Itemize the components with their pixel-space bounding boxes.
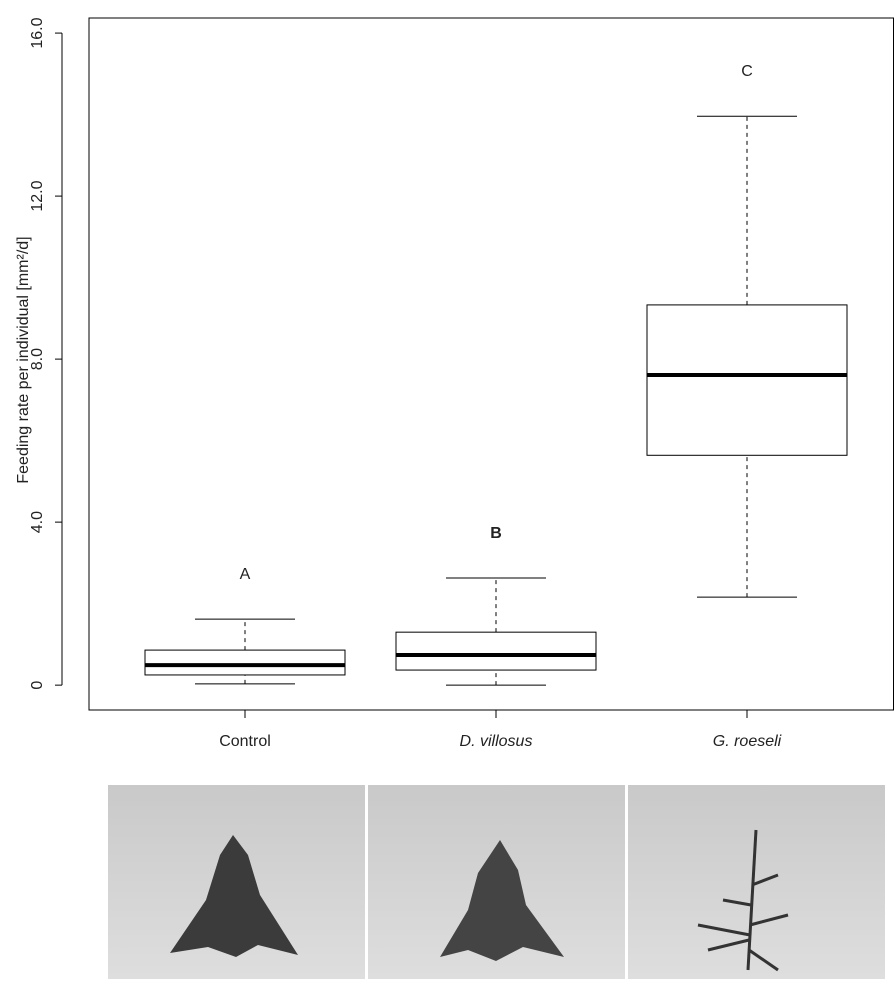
x-tick-label: D. villosus (460, 733, 533, 750)
plot-frame (88, 17, 894, 711)
box (646, 304, 848, 456)
box (395, 631, 597, 671)
photo-control (108, 785, 365, 979)
photo-g-roeseli (628, 785, 885, 979)
leaf (440, 840, 564, 961)
y-tick-label: 0 (29, 681, 46, 690)
x-tick-label: Control (219, 733, 271, 750)
chart: Feeding rate per individual [mm²/d] 0 4.0… (15, 17, 894, 750)
y-tick-label: 16.0 (29, 17, 46, 48)
photo-d-villosus (368, 785, 625, 979)
annotation: B (490, 525, 502, 542)
box (144, 649, 346, 676)
annotation: A (240, 566, 251, 583)
y-tick-label: 12.0 (29, 180, 46, 211)
y-tick-label: 4.0 (29, 511, 46, 533)
leaf (170, 835, 298, 957)
y-tick-label: 8.0 (29, 348, 46, 370)
y-axis-label: Feeding rate per individual [mm²/d] (15, 236, 32, 483)
leaf (697, 829, 789, 972)
x-tick-label: G. roeseli (713, 733, 782, 750)
annotation: C (741, 63, 753, 80)
